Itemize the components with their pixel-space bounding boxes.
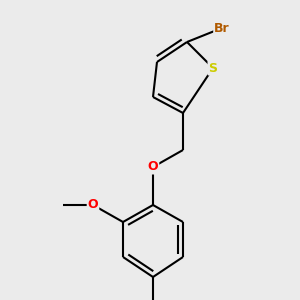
Text: S: S: [208, 61, 217, 74]
Text: O: O: [88, 199, 98, 212]
Text: O: O: [148, 160, 158, 173]
Text: Br: Br: [214, 22, 230, 34]
